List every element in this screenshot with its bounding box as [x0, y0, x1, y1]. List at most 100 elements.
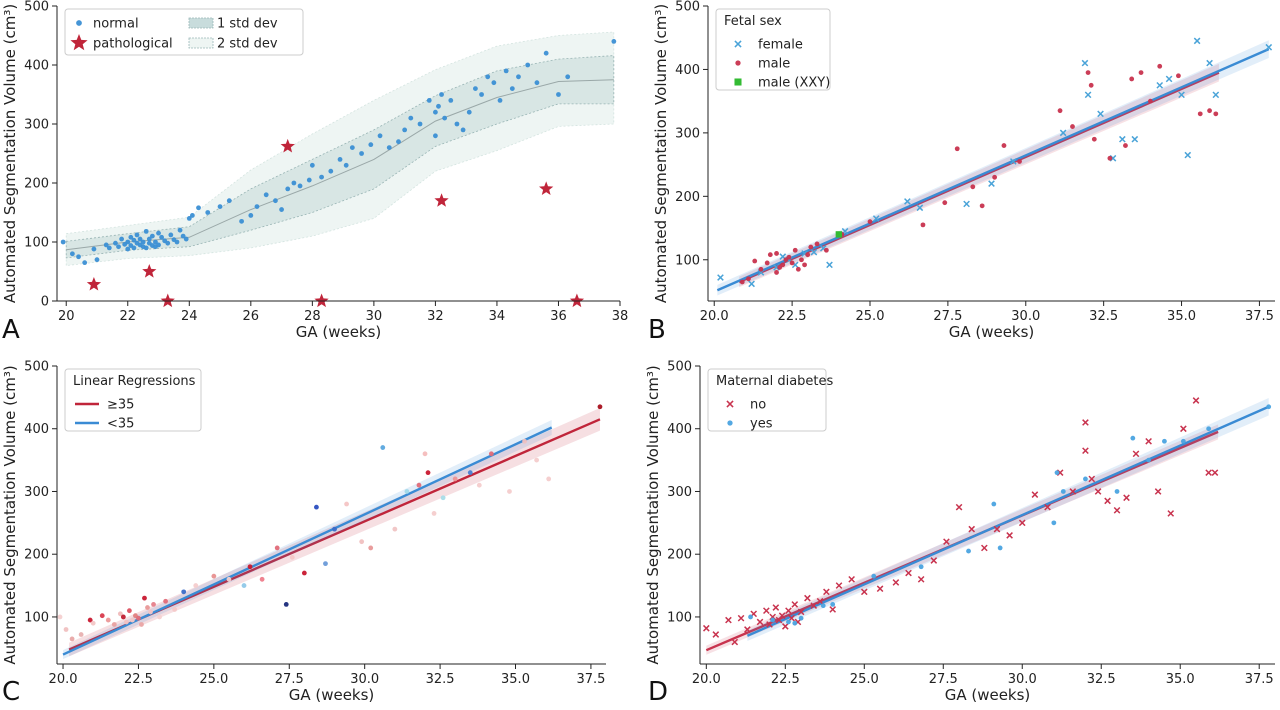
data-point [139, 622, 144, 627]
data-point [123, 619, 129, 625]
data-point [306, 177, 312, 183]
data-point [193, 583, 199, 588]
data-point [892, 579, 900, 586]
data-point [94, 257, 100, 263]
data-point [597, 404, 603, 410]
data-point [920, 222, 926, 228]
panel-letter: C [2, 677, 20, 707]
data-point [804, 594, 811, 602]
data-point [1206, 426, 1212, 432]
data-point [283, 602, 289, 607]
y-tick-label: 500 [675, 0, 700, 15]
data-point [156, 230, 161, 236]
legend-label: no [750, 398, 766, 413]
data-point [452, 476, 458, 482]
data-point [180, 233, 186, 239]
data-point [1119, 135, 1126, 143]
data-point [172, 607, 178, 612]
data-point [916, 204, 924, 212]
data-point [82, 260, 88, 266]
data-point [1154, 488, 1162, 495]
data-point [507, 489, 512, 494]
data-point [143, 228, 149, 234]
data-point [810, 602, 818, 609]
x-tick-label: 37.5 [576, 672, 605, 687]
data-point [829, 606, 837, 613]
data-point [309, 162, 315, 168]
data-point [205, 210, 211, 215]
fit-line [716, 48, 1270, 292]
data-point [103, 242, 109, 248]
data-point [997, 545, 1003, 551]
data-point [136, 615, 141, 621]
panel-letter: A [2, 315, 20, 345]
data-point [763, 607, 770, 615]
data-point [816, 597, 824, 605]
data-point [1088, 475, 1096, 483]
data-point [63, 627, 69, 632]
legend: Maternal diabetes no yes [707, 368, 834, 432]
data-point [87, 617, 93, 623]
data-point [425, 470, 431, 476]
data-point [137, 236, 143, 242]
data-point [546, 476, 552, 482]
data-point [1094, 488, 1102, 495]
legend-marker [188, 17, 214, 29]
data-point [835, 231, 843, 238]
x-tick-label: 30 [366, 309, 383, 324]
legend-label: normal [93, 17, 139, 32]
data-point [917, 575, 925, 583]
data-point [746, 276, 751, 282]
fit-band [69, 408, 600, 657]
legend-title: Linear Regressions [73, 374, 196, 389]
x-tick-label: 37.5 [1245, 309, 1274, 324]
data-point [90, 620, 96, 626]
data-point [1147, 98, 1153, 104]
data-point [1206, 59, 1213, 67]
data-point [848, 575, 855, 583]
legend: normal pathological 1 std dev 2 std dev [64, 8, 304, 56]
data-point [772, 604, 780, 611]
x-tick-label: 35.0 [501, 672, 530, 687]
x-tick-label: 24 [181, 309, 198, 324]
data-point [146, 236, 152, 242]
x-tick-label: 27.5 [933, 309, 962, 324]
data-point [434, 193, 449, 207]
data-point [797, 608, 805, 616]
legend-label: male [758, 57, 790, 72]
legend-box [715, 8, 831, 91]
y-tick-label: 100 [667, 610, 692, 625]
data-point [1145, 437, 1152, 445]
data-point [274, 545, 280, 551]
data-point [217, 204, 223, 210]
data-point [134, 232, 140, 238]
data-point [871, 573, 877, 579]
data-point [963, 200, 970, 208]
data-point [349, 145, 355, 151]
data-point [780, 262, 786, 268]
data-point [359, 539, 365, 545]
data-point [1197, 111, 1203, 117]
data-point [1162, 438, 1167, 444]
x-tick-label: 34 [489, 309, 506, 324]
data-point [417, 121, 423, 127]
data-point [454, 121, 460, 127]
legend-title: Maternal diabetes [716, 374, 834, 389]
data-point [402, 127, 408, 133]
data-point [1184, 151, 1192, 159]
data-point [163, 598, 168, 604]
x-tick-label: 20.0 [700, 309, 729, 324]
data-point [149, 233, 155, 239]
data-point [993, 525, 1001, 533]
data-point [712, 631, 720, 638]
data-point [142, 595, 147, 601]
data-point [1081, 59, 1089, 67]
y-tick-label: 500 [667, 360, 692, 375]
data-point [1084, 91, 1092, 99]
data-point [876, 585, 884, 593]
data-point [196, 205, 201, 211]
chart-panel-b: 20.0 22.5 25.0 27.5 30.0 32.5 35.0 37.5 100 200 30… [648, 0, 1275, 345]
data-point [239, 218, 244, 224]
data-point [1138, 70, 1144, 76]
data-point [737, 614, 745, 622]
